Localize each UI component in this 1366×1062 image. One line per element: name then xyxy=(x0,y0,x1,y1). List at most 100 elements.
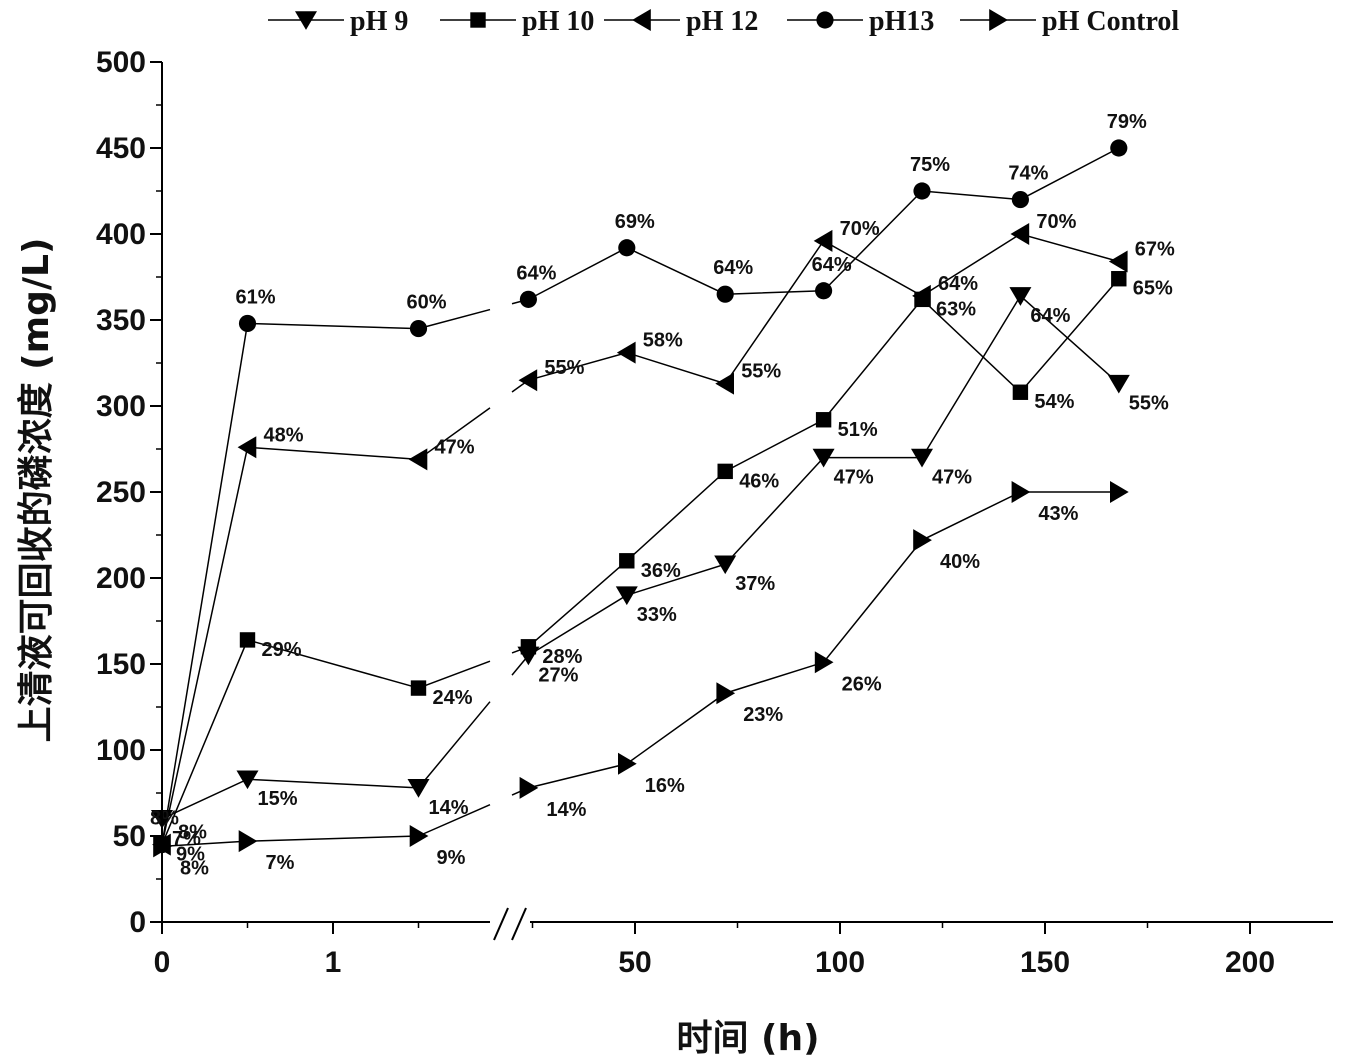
series-ph13: 8% 61% 60% 64% 69% 64% 64% 75% 74% 79% xyxy=(150,111,1147,854)
data-point xyxy=(912,284,931,307)
data-point xyxy=(409,825,429,847)
data-point xyxy=(716,682,736,705)
data-label: 64% xyxy=(516,262,556,284)
data-point xyxy=(238,830,258,853)
data-label: 55% xyxy=(741,361,781,383)
legend-marker xyxy=(295,11,317,30)
data-label: 64% xyxy=(1030,305,1070,327)
data-label: 36% xyxy=(641,560,681,582)
data-point xyxy=(1110,481,1129,503)
data-label: 33% xyxy=(637,604,677,626)
data-point xyxy=(239,632,256,648)
y-tick-label: 0 xyxy=(129,906,146,939)
axis-break-mark xyxy=(511,907,527,941)
data-point xyxy=(717,463,733,480)
legend-marker xyxy=(989,9,1008,31)
data-point xyxy=(518,369,538,392)
data-label: 9% xyxy=(176,844,205,866)
data-label: 47% xyxy=(932,467,972,489)
data-label: 14% xyxy=(429,797,469,819)
data-label: 8% xyxy=(180,857,209,879)
data-label: 43% xyxy=(1038,503,1078,525)
data-point xyxy=(237,436,257,459)
x-axis-label: 时间 (h) xyxy=(676,1018,819,1059)
series-line xyxy=(418,407,491,460)
data-label: 40% xyxy=(940,551,980,573)
data-point xyxy=(814,651,834,674)
data-point xyxy=(236,770,259,790)
data-label: 7% xyxy=(266,852,295,874)
data-point xyxy=(616,341,636,364)
y-tick-label: 150 xyxy=(96,648,146,681)
data-point xyxy=(407,779,430,798)
data-point xyxy=(1012,384,1029,400)
data-point xyxy=(812,448,835,468)
data-point xyxy=(1009,287,1032,306)
y-tick-label: 400 xyxy=(96,218,146,251)
data-label: 47% xyxy=(834,467,874,489)
data-label: 75% xyxy=(910,154,950,176)
data-point xyxy=(913,529,932,552)
data-point xyxy=(615,586,638,606)
data-point xyxy=(408,448,428,471)
data-label: 46% xyxy=(739,470,779,492)
data-label: 64% xyxy=(713,257,753,279)
legend-item: pH 12 xyxy=(604,6,758,37)
data-label: 58% xyxy=(643,330,683,352)
y-tick-label: 300 xyxy=(96,390,146,423)
data-label: 64% xyxy=(812,254,852,276)
data-point xyxy=(520,639,537,655)
data-label: 26% xyxy=(842,673,882,695)
data-label: 70% xyxy=(840,218,880,240)
legend-label: pH 12 xyxy=(686,6,758,37)
data-point xyxy=(1110,139,1128,157)
data-label: 74% xyxy=(1008,163,1048,185)
series-line xyxy=(417,701,491,789)
data-point xyxy=(715,372,734,395)
data-point xyxy=(618,752,637,775)
y-tick-label: 450 xyxy=(96,132,146,165)
data-label: 60% xyxy=(407,292,447,314)
y-axis-label: 上清液可回收的磷浓度 (mg/L) xyxy=(16,238,57,743)
data-point xyxy=(1107,374,1130,394)
x-tick-label: 200 xyxy=(1225,946,1275,979)
y-tick-label: 250 xyxy=(96,476,146,509)
data-label: 27% xyxy=(538,664,578,686)
data-point xyxy=(1011,191,1029,209)
legend-label: pH Control xyxy=(1042,6,1179,37)
data-label: 65% xyxy=(1133,278,1173,300)
data-point xyxy=(913,182,931,200)
x-tick-label: 100 xyxy=(815,946,865,979)
data-label: 67% xyxy=(1135,239,1175,261)
y-tick-label: 350 xyxy=(96,304,146,337)
data-point xyxy=(238,314,257,333)
data-label: 37% xyxy=(735,573,775,595)
data-label: 64% xyxy=(938,273,978,295)
data-label: 8% xyxy=(150,808,179,830)
data-point xyxy=(618,239,636,257)
data-label: 14% xyxy=(546,799,586,821)
series-line xyxy=(528,491,1119,789)
y-tick-label: 50 xyxy=(113,820,146,853)
legend-item: pH 9 xyxy=(268,6,408,37)
data-label: 69% xyxy=(615,211,655,233)
series-line xyxy=(418,308,491,330)
data-point xyxy=(519,290,537,308)
legend-marker xyxy=(632,9,651,31)
data-point xyxy=(410,680,427,696)
x-tick-label: 150 xyxy=(1020,946,1070,979)
data-point xyxy=(619,553,635,569)
data-label: 29% xyxy=(262,639,302,661)
series-ph-10: 9% 29% 24% 28% 36% 46% 51% 63% 54% 65% xyxy=(154,271,1173,866)
data-point xyxy=(519,776,539,799)
data-point xyxy=(409,320,428,338)
legend-item: pH Control xyxy=(960,6,1179,37)
data-point xyxy=(813,229,833,252)
data-label: 70% xyxy=(1036,211,1076,233)
legend-label: pH 10 xyxy=(522,6,594,37)
data-point xyxy=(815,412,832,428)
y-tick-label: 500 xyxy=(96,46,146,79)
data-point xyxy=(714,555,737,575)
data-point xyxy=(716,285,734,303)
data-point xyxy=(1111,271,1127,287)
